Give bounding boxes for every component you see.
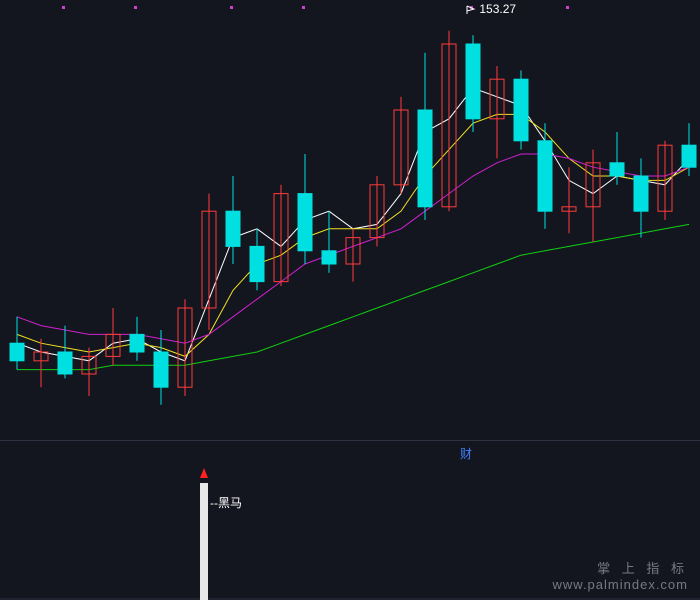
indicator-bar [200,483,208,600]
cai-label: 财 [460,445,472,462]
candlestick-chart [0,0,700,440]
heima-label: --黑马 [210,494,242,511]
watermark: 掌 上 指 标 www.palmindex.com [553,558,689,592]
up-arrow-icon [200,468,208,478]
panel-divider [0,440,700,441]
high-price-label: 153.27 [466,2,516,16]
